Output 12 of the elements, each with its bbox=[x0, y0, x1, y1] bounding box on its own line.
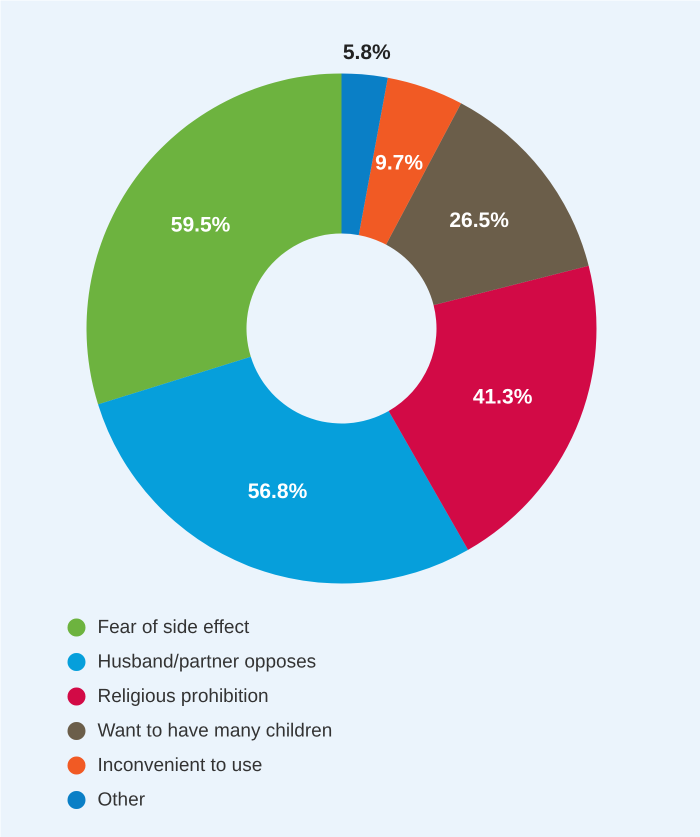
legend-label: Fear of side effect bbox=[98, 617, 250, 638]
data-label: 56.8% bbox=[248, 480, 308, 503]
data-label: 26.5% bbox=[449, 208, 510, 232]
legend-label: Husband/partner opposes bbox=[98, 652, 316, 672]
legend-label: Religious prohibition bbox=[98, 686, 269, 707]
data-label: 59.5% bbox=[170, 213, 231, 236]
data-label: 9.7% bbox=[375, 152, 424, 175]
data-label: 41.3% bbox=[472, 385, 533, 408]
data-label: 5.8% bbox=[342, 41, 392, 64]
legend-label: Other bbox=[98, 790, 146, 810]
legend-label: Inconvenient to use bbox=[98, 755, 262, 776]
legend-label: Want to have many children bbox=[98, 720, 332, 742]
